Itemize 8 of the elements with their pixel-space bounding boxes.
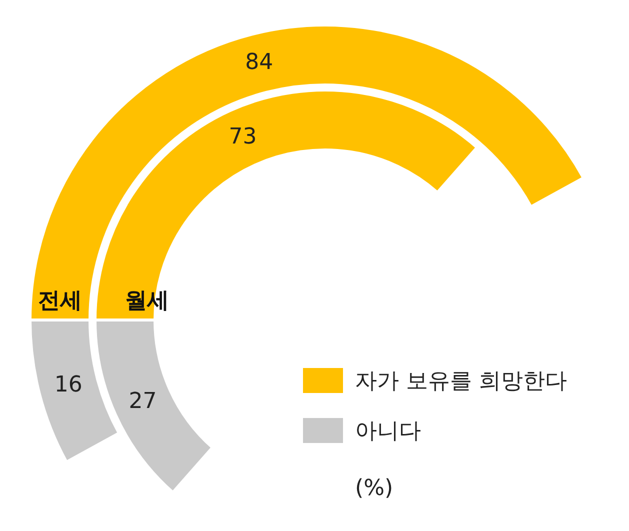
data-label: 73 [228, 124, 257, 150]
legend-label: 아니다 [355, 418, 421, 446]
data-label: 84 [245, 50, 274, 76]
data-label: 27 [128, 389, 157, 414]
data-label: 16 [54, 372, 82, 398]
legend-label: 자가 보유를 희망한다 [355, 368, 567, 396]
text: 전세 [38, 288, 82, 314]
text: (%) [355, 476, 394, 501]
